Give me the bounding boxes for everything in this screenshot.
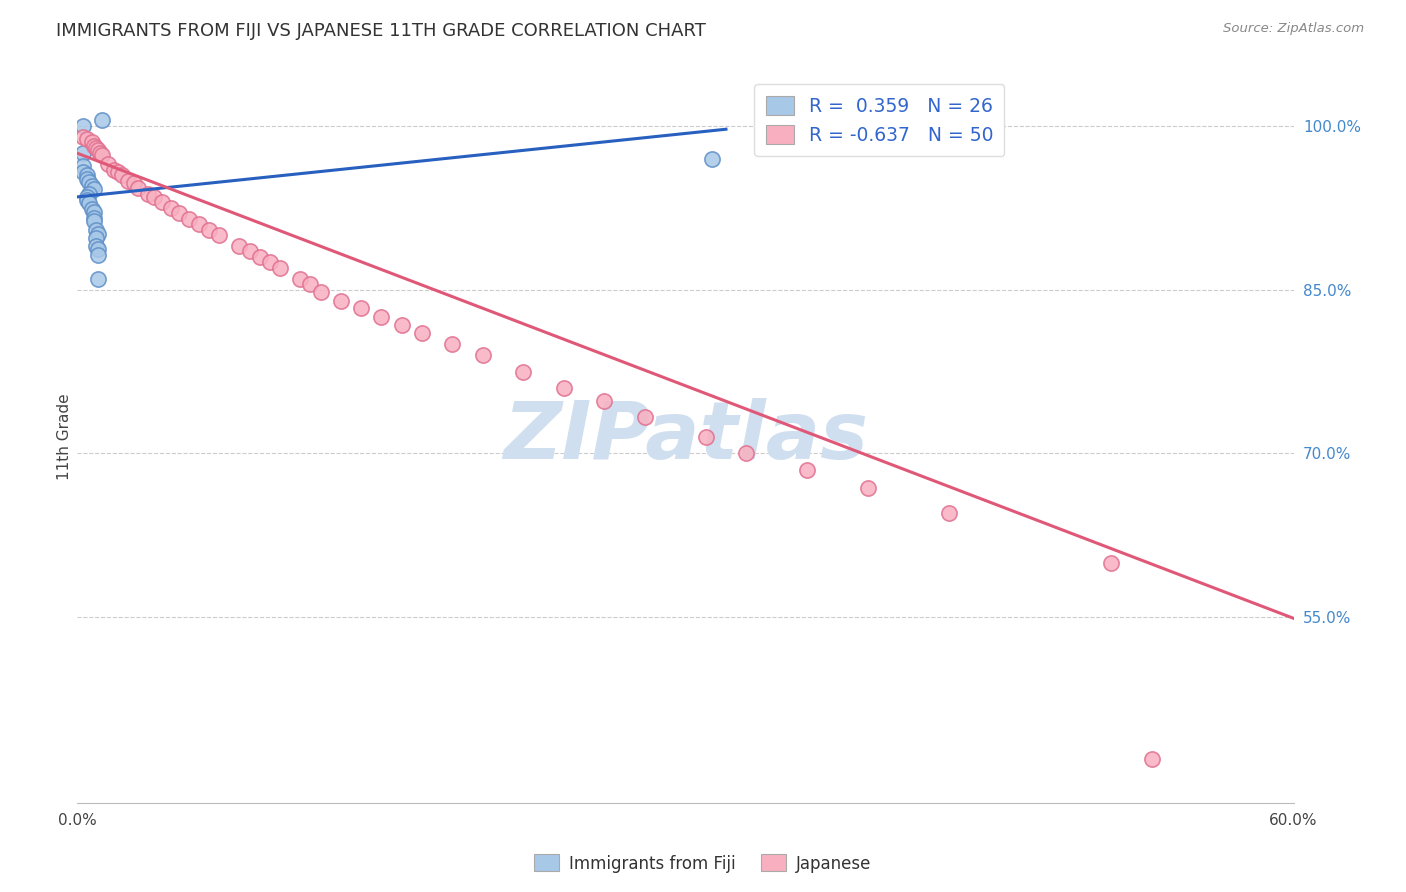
Point bbox=[86, 227, 108, 241]
Point bbox=[471, 348, 494, 362]
Point bbox=[634, 410, 657, 425]
Text: IMMIGRANTS FROM FIJI VS JAPANESE 11TH GRADE CORRELATION CHART: IMMIGRANTS FROM FIJI VS JAPANESE 11TH GR… bbox=[56, 22, 706, 40]
Point bbox=[309, 285, 332, 299]
Point bbox=[136, 186, 159, 201]
Point bbox=[83, 205, 105, 219]
Point bbox=[208, 228, 231, 243]
Point bbox=[76, 168, 98, 182]
Point bbox=[239, 244, 262, 259]
Point bbox=[259, 255, 281, 269]
Point bbox=[1140, 752, 1163, 766]
Point bbox=[72, 146, 94, 161]
Point bbox=[86, 248, 108, 262]
Point bbox=[391, 318, 413, 332]
Point bbox=[86, 242, 108, 256]
Point bbox=[111, 168, 134, 182]
Point bbox=[86, 143, 108, 157]
Point bbox=[249, 250, 271, 264]
Text: Source: ZipAtlas.com: Source: ZipAtlas.com bbox=[1223, 22, 1364, 36]
Point bbox=[299, 277, 322, 292]
Point bbox=[80, 136, 103, 150]
Point bbox=[86, 272, 108, 286]
Point bbox=[796, 463, 818, 477]
Point bbox=[370, 310, 392, 324]
Point bbox=[90, 113, 112, 128]
Point bbox=[79, 186, 101, 201]
Point bbox=[856, 482, 879, 496]
Point bbox=[72, 159, 94, 173]
Legend: Immigrants from Fiji, Japanese: Immigrants from Fiji, Japanese bbox=[527, 847, 879, 880]
Point bbox=[122, 176, 145, 190]
Point bbox=[76, 172, 98, 186]
Point bbox=[198, 222, 221, 236]
Point bbox=[72, 119, 94, 133]
Point bbox=[177, 211, 200, 226]
Point bbox=[411, 326, 433, 341]
Point bbox=[107, 165, 129, 179]
Point bbox=[72, 129, 94, 144]
Point bbox=[84, 231, 107, 245]
Point bbox=[350, 301, 373, 316]
Point bbox=[188, 217, 211, 231]
Point bbox=[76, 193, 98, 207]
Point bbox=[80, 179, 103, 194]
Point bbox=[159, 201, 181, 215]
Point bbox=[228, 239, 250, 253]
Point bbox=[79, 196, 101, 211]
Legend: R =  0.359   N = 26, R = -0.637   N = 50: R = 0.359 N = 26, R = -0.637 N = 50 bbox=[754, 85, 1004, 156]
Point bbox=[72, 165, 94, 179]
Point bbox=[152, 195, 174, 210]
Point bbox=[1099, 556, 1122, 570]
Text: ZIPatlas: ZIPatlas bbox=[503, 398, 868, 476]
Point bbox=[84, 222, 107, 236]
Point bbox=[127, 181, 149, 195]
Point bbox=[84, 239, 107, 253]
Point bbox=[90, 148, 112, 162]
Point bbox=[167, 206, 190, 220]
Point bbox=[512, 365, 534, 379]
Point bbox=[700, 152, 723, 166]
Point bbox=[553, 381, 575, 395]
Point bbox=[83, 211, 105, 225]
Point bbox=[329, 293, 352, 308]
Point bbox=[79, 175, 101, 189]
Point bbox=[83, 182, 105, 196]
Point bbox=[83, 138, 105, 153]
Point bbox=[76, 132, 98, 146]
Y-axis label: 11th Grade: 11th Grade bbox=[56, 393, 72, 481]
Point bbox=[83, 214, 105, 228]
Point bbox=[269, 260, 291, 275]
Point bbox=[593, 394, 616, 409]
Point bbox=[117, 173, 139, 187]
Point bbox=[80, 202, 103, 216]
Point bbox=[97, 157, 120, 171]
Point bbox=[290, 272, 312, 286]
Point bbox=[143, 190, 166, 204]
Point bbox=[441, 337, 464, 351]
Point bbox=[695, 430, 717, 444]
Point bbox=[84, 141, 107, 155]
Point bbox=[76, 190, 98, 204]
Point bbox=[89, 146, 111, 161]
Point bbox=[103, 162, 125, 177]
Point bbox=[938, 507, 960, 521]
Point bbox=[735, 446, 758, 460]
